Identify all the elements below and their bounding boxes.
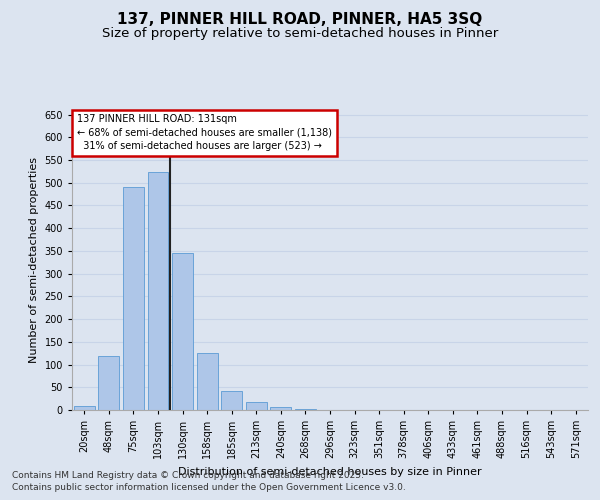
- Bar: [123, 188, 144, 410]
- Text: Contains HM Land Registry data © Crown copyright and database right 2025.: Contains HM Land Registry data © Crown c…: [12, 471, 364, 480]
- Bar: [98, 356, 119, 410]
- Bar: [197, 353, 218, 410]
- Text: 137, PINNER HILL ROAD, PINNER, HA5 3SQ: 137, PINNER HILL ROAD, PINNER, HA5 3SQ: [118, 12, 482, 28]
- Bar: [271, 408, 292, 410]
- Text: Contains public sector information licensed under the Open Government Licence v3: Contains public sector information licen…: [12, 484, 406, 492]
- Bar: [74, 406, 95, 410]
- Text: Size of property relative to semi-detached houses in Pinner: Size of property relative to semi-detach…: [102, 28, 498, 40]
- Bar: [172, 253, 193, 410]
- Bar: [246, 402, 267, 410]
- X-axis label: Distribution of semi-detached houses by size in Pinner: Distribution of semi-detached houses by …: [178, 466, 482, 476]
- Bar: [148, 172, 169, 410]
- Text: 137 PINNER HILL ROAD: 131sqm
← 68% of semi-detached houses are smaller (1,138)
 : 137 PINNER HILL ROAD: 131sqm ← 68% of se…: [77, 114, 332, 151]
- Bar: [295, 408, 316, 410]
- Y-axis label: Number of semi-detached properties: Number of semi-detached properties: [29, 157, 39, 363]
- Bar: [221, 391, 242, 410]
